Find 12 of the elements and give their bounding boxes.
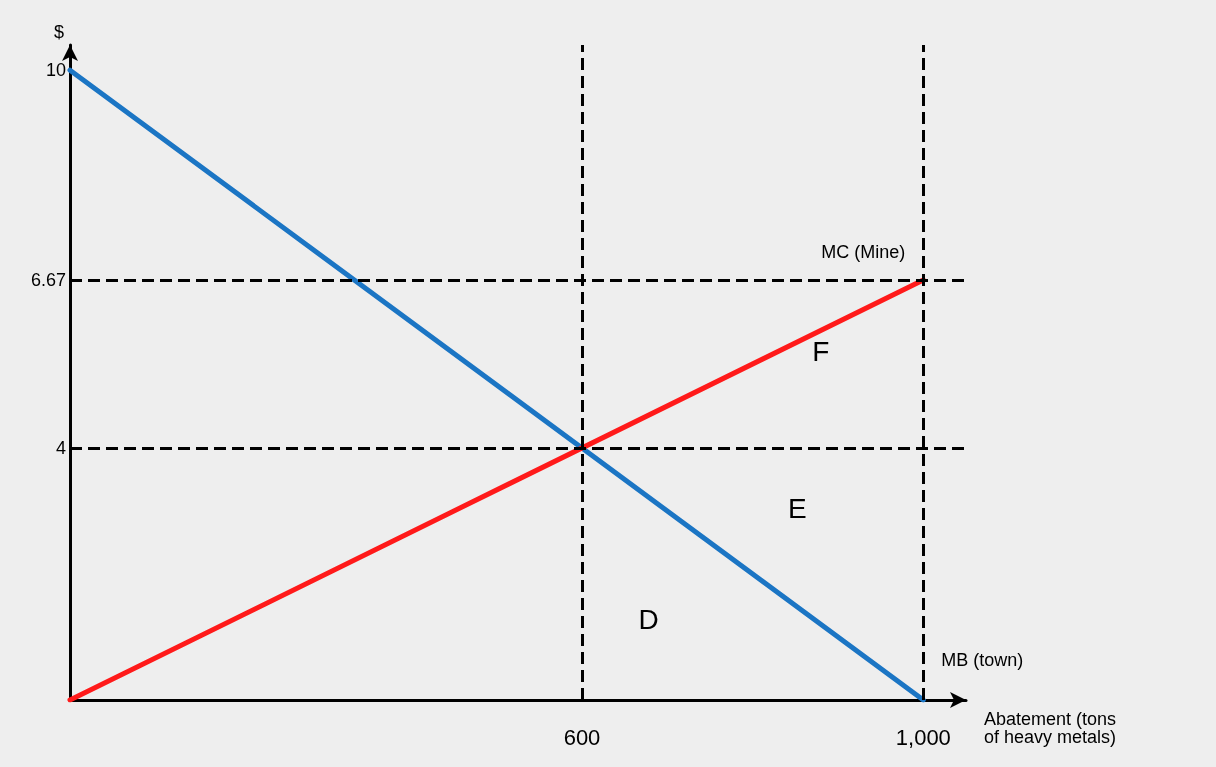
x-axis-title: Abatement (tons of heavy metals)	[984, 709, 1117, 747]
y-axis-title: $	[53, 22, 64, 42]
x-tick-label: 600	[563, 724, 601, 750]
y-tick-label: 6.67	[30, 269, 66, 290]
annotation: F	[812, 335, 830, 367]
y-tick-label: 4	[55, 438, 66, 459]
series-label: MC (Mine)	[821, 241, 906, 262]
x-tick-label: 1,000	[895, 724, 951, 750]
annotation: E	[787, 493, 807, 525]
y-tick-label: 10	[45, 60, 66, 81]
series-label: MB (town)	[941, 650, 1024, 670]
annotation: D	[638, 604, 659, 636]
